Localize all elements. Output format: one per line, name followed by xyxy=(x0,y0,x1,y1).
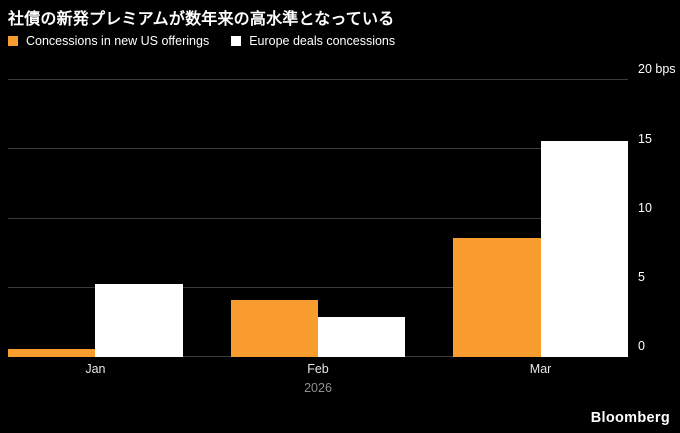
gridline xyxy=(8,217,628,219)
bars-layer xyxy=(8,80,628,357)
bar-jan xyxy=(8,348,96,357)
chart-title: 社債の新発プレミアムが数年来の高水準となっている xyxy=(8,11,395,28)
gridline xyxy=(8,79,628,80)
x-tick-label: Feb xyxy=(307,362,329,376)
legend-swatch-icon xyxy=(8,36,18,46)
y-tick-label: 5 xyxy=(638,270,645,284)
legend-label: Concessions in new US offerings xyxy=(26,34,210,48)
bar-mar xyxy=(453,237,541,357)
y-axis: 0 5 10 15 20 bps xyxy=(628,62,680,357)
x-axis-year-label: 2026 xyxy=(304,381,332,395)
bloomberg-logo: Bloomberg xyxy=(590,410,670,426)
bar-feb xyxy=(230,300,318,357)
bar-jan xyxy=(95,283,183,357)
bar-chart: 0 5 10 15 20 bps xyxy=(8,62,680,357)
plot-area xyxy=(8,79,628,357)
gridline xyxy=(8,148,628,150)
y-tick-label: 20 bps xyxy=(638,62,676,77)
x-tick-label: Mar xyxy=(529,362,552,376)
gridline xyxy=(8,286,628,288)
x-axis-labels: Jan Feb Mar xyxy=(8,362,628,376)
legend-item: Europe deals concessions xyxy=(231,34,395,48)
y-tick-label: 10 xyxy=(638,200,652,215)
bar-group-feb xyxy=(230,80,406,357)
legend-item: Concessions in new US offerings xyxy=(8,34,209,48)
chart-legend: Concessions in new US offerings Europe de… xyxy=(8,34,395,48)
bar-group-mar xyxy=(453,80,628,357)
bar-feb xyxy=(318,316,406,357)
y-tick-label: 0 xyxy=(638,339,645,354)
x-tick-label: Jan xyxy=(85,362,106,376)
bar-group-jan xyxy=(8,80,183,357)
bar-mar xyxy=(540,140,628,357)
legend-swatch-icon xyxy=(231,36,242,46)
y-tick-label: 15 xyxy=(638,131,652,146)
legend-label: Europe deals concessions xyxy=(249,34,396,48)
